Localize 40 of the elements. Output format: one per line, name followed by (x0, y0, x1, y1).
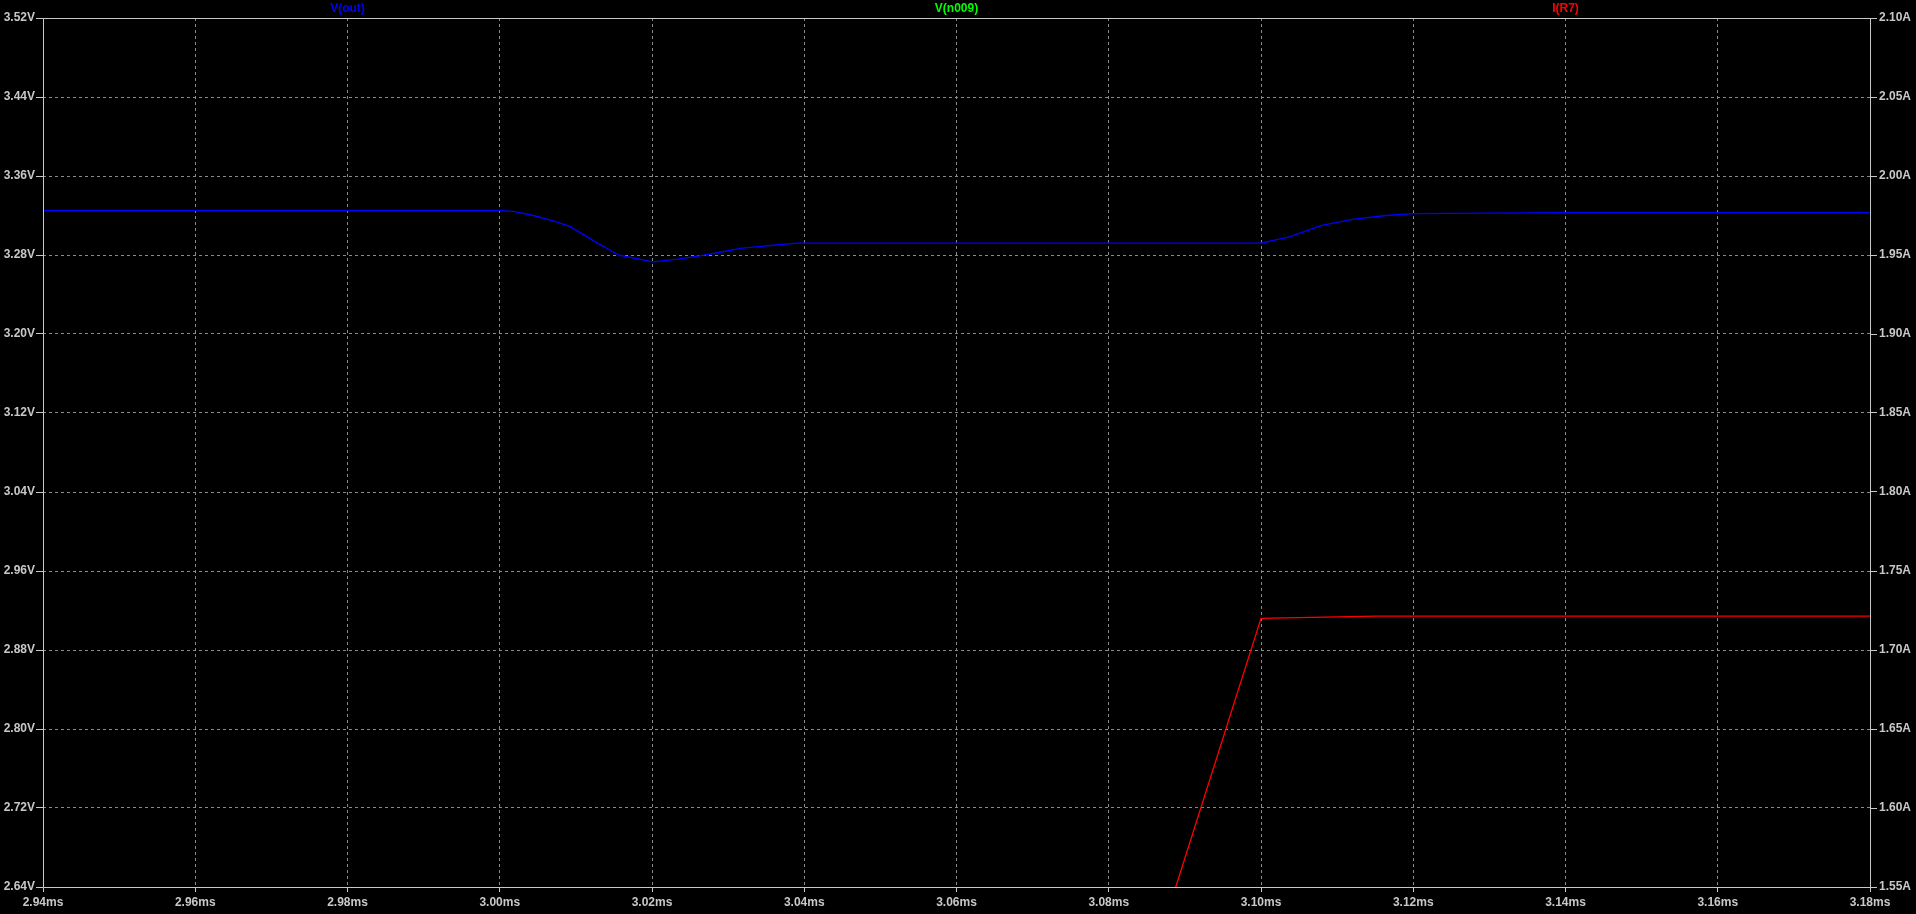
x-tick-label: 3.02ms (631, 894, 673, 909)
x-tick-label: 3.12ms (1392, 894, 1434, 909)
y-tick-label: 2.80V (3, 721, 35, 736)
y-tick-label: 3.52V (3, 10, 35, 25)
legend-label: V(n009) (934, 1, 979, 16)
text: V(out) (330, 1, 365, 16)
x-tick-label: 2.98ms (327, 894, 369, 909)
x-tick-label: 3.16ms (1697, 894, 1739, 909)
x-tick-label: 3.00ms (479, 894, 521, 909)
y2-tick-label: 1.85A (1879, 405, 1912, 420)
y2-tick-label: 1.80A (1879, 484, 1912, 499)
text: I(R7) (1552, 1, 1579, 16)
y-tick-label: 2.64V (3, 879, 35, 894)
y2-tick-label: 1.95A (1879, 247, 1912, 262)
x-tick-label: 3.04ms (783, 894, 825, 909)
y-tick-label: 3.04V (3, 484, 35, 499)
y-tick-label: 3.44V (3, 89, 35, 104)
y-tick-label: 2.88V (3, 642, 35, 657)
y2-tick-label: 2.00A (1879, 168, 1912, 183)
x-tick-label: 2.94ms (22, 894, 64, 909)
x-tick-label: 3.06ms (936, 894, 978, 909)
y-tick-label: 2.72V (3, 800, 35, 815)
x-tick-label: 2.96ms (174, 894, 216, 909)
y2-tick-label: 2.10A (1879, 10, 1912, 25)
y2-tick-label: 2.05A (1879, 89, 1912, 104)
y2-tick-label: 1.65A (1879, 721, 1912, 736)
x-tick-label: 3.10ms (1240, 894, 1282, 909)
y2-tick-label: 1.70A (1879, 642, 1912, 657)
y2-tick-label: 1.90A (1879, 326, 1912, 341)
y2-tick-label: 1.60A (1879, 800, 1912, 815)
y-tick-label: 2.96V (3, 563, 35, 578)
y-tick-label: 3.12V (3, 405, 35, 420)
y-tick-label: 3.28V (3, 247, 35, 262)
y2-tick-label: 1.55A (1879, 879, 1912, 894)
x-tick-label: 3.08ms (1088, 894, 1130, 909)
y-tick-label: 3.20V (3, 326, 35, 341)
y2-tick-label: 1.75A (1879, 563, 1912, 578)
x-tick-label: 3.18ms (1849, 894, 1891, 909)
x-tick-label: 3.14ms (1545, 894, 1587, 909)
y-tick-label: 3.36V (3, 168, 35, 183)
